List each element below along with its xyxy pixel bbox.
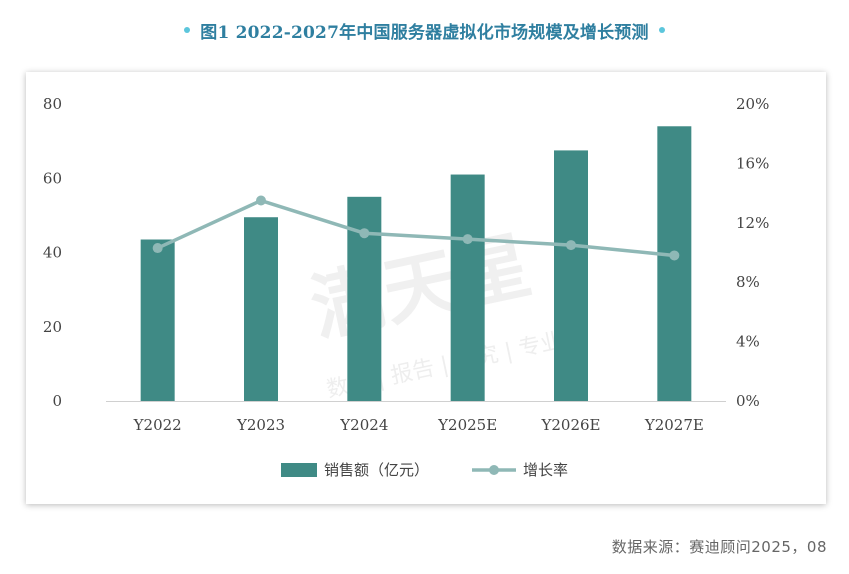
chart-title: 图1 2022-2027年中国服务器虚拟化市场规模及增长预测 <box>200 22 649 43</box>
bar <box>347 196 382 401</box>
y-right-tick-label: 8% <box>736 273 760 291</box>
y-right-tick-label: 20% <box>736 95 769 113</box>
x-tick-label: Y2027E <box>644 416 704 434</box>
x-tick-label: Y2022 <box>133 416 182 434</box>
growth-rate-line <box>156 198 675 258</box>
legend-bar-label: 销售额（亿元） <box>324 461 429 479</box>
chart-card: 满天星 数据 | 报告 | 研究 | 专业 0 20 40 60 80 0% 4% 8% 12%… <box>26 72 826 504</box>
x-tick-label: Y2023 <box>236 416 285 434</box>
y-right-tick-label: 4% <box>736 333 760 351</box>
y-left-tick-label: 40 <box>43 244 62 262</box>
x-tick-label: Y2025E <box>437 416 497 434</box>
line-point <box>256 195 266 206</box>
bar <box>140 239 175 401</box>
y-left-tick-label: 0 <box>52 392 62 410</box>
y-left-tick-label: 80 <box>43 95 62 113</box>
data-source-note: 数据来源：赛迪顾问2025，08 <box>611 538 827 556</box>
y-left-tick-label: 20 <box>43 318 62 336</box>
axes: 0 20 40 60 80 0% 4% 8% 12% 16% 20% Y2022 Y2023 Y2024 Y… <box>43 95 769 434</box>
chart-title-row: 图1 2022-2027年中国服务器虚拟化市场规模及增长预测 <box>0 14 849 46</box>
title-right-dot <box>658 27 665 33</box>
bar <box>657 126 692 402</box>
legend: 销售额（亿元） 增长率 <box>281 461 568 479</box>
x-tick-label: Y2026E <box>540 416 600 434</box>
bar <box>554 150 588 401</box>
y-right-tick-label: 16% <box>736 154 769 172</box>
line-point <box>669 250 680 261</box>
line-point <box>462 234 473 245</box>
legend-bar-swatch <box>281 463 317 477</box>
legend-line-label: 增长率 <box>523 461 568 479</box>
line-point <box>566 240 576 251</box>
line-point <box>359 228 370 239</box>
line-series <box>152 195 680 261</box>
line-point <box>152 243 163 254</box>
combo-chart: 满天星 数据 | 报告 | 研究 | 专业 0 20 40 60 80 0% 4% 8% 12%… <box>43 95 769 479</box>
title-left-dot <box>184 27 191 33</box>
y-right-tick-label: 12% <box>736 214 769 232</box>
x-tick-label: Y2024 <box>339 416 388 434</box>
y-left-tick-label: 60 <box>43 169 62 187</box>
y-right-tick-label: 0% <box>736 392 760 410</box>
watermark: 满天星 数据 | 报告 | 研究 | 专业 <box>303 222 564 402</box>
bar <box>450 174 485 401</box>
bar <box>244 217 278 401</box>
legend-line-marker <box>489 465 499 475</box>
